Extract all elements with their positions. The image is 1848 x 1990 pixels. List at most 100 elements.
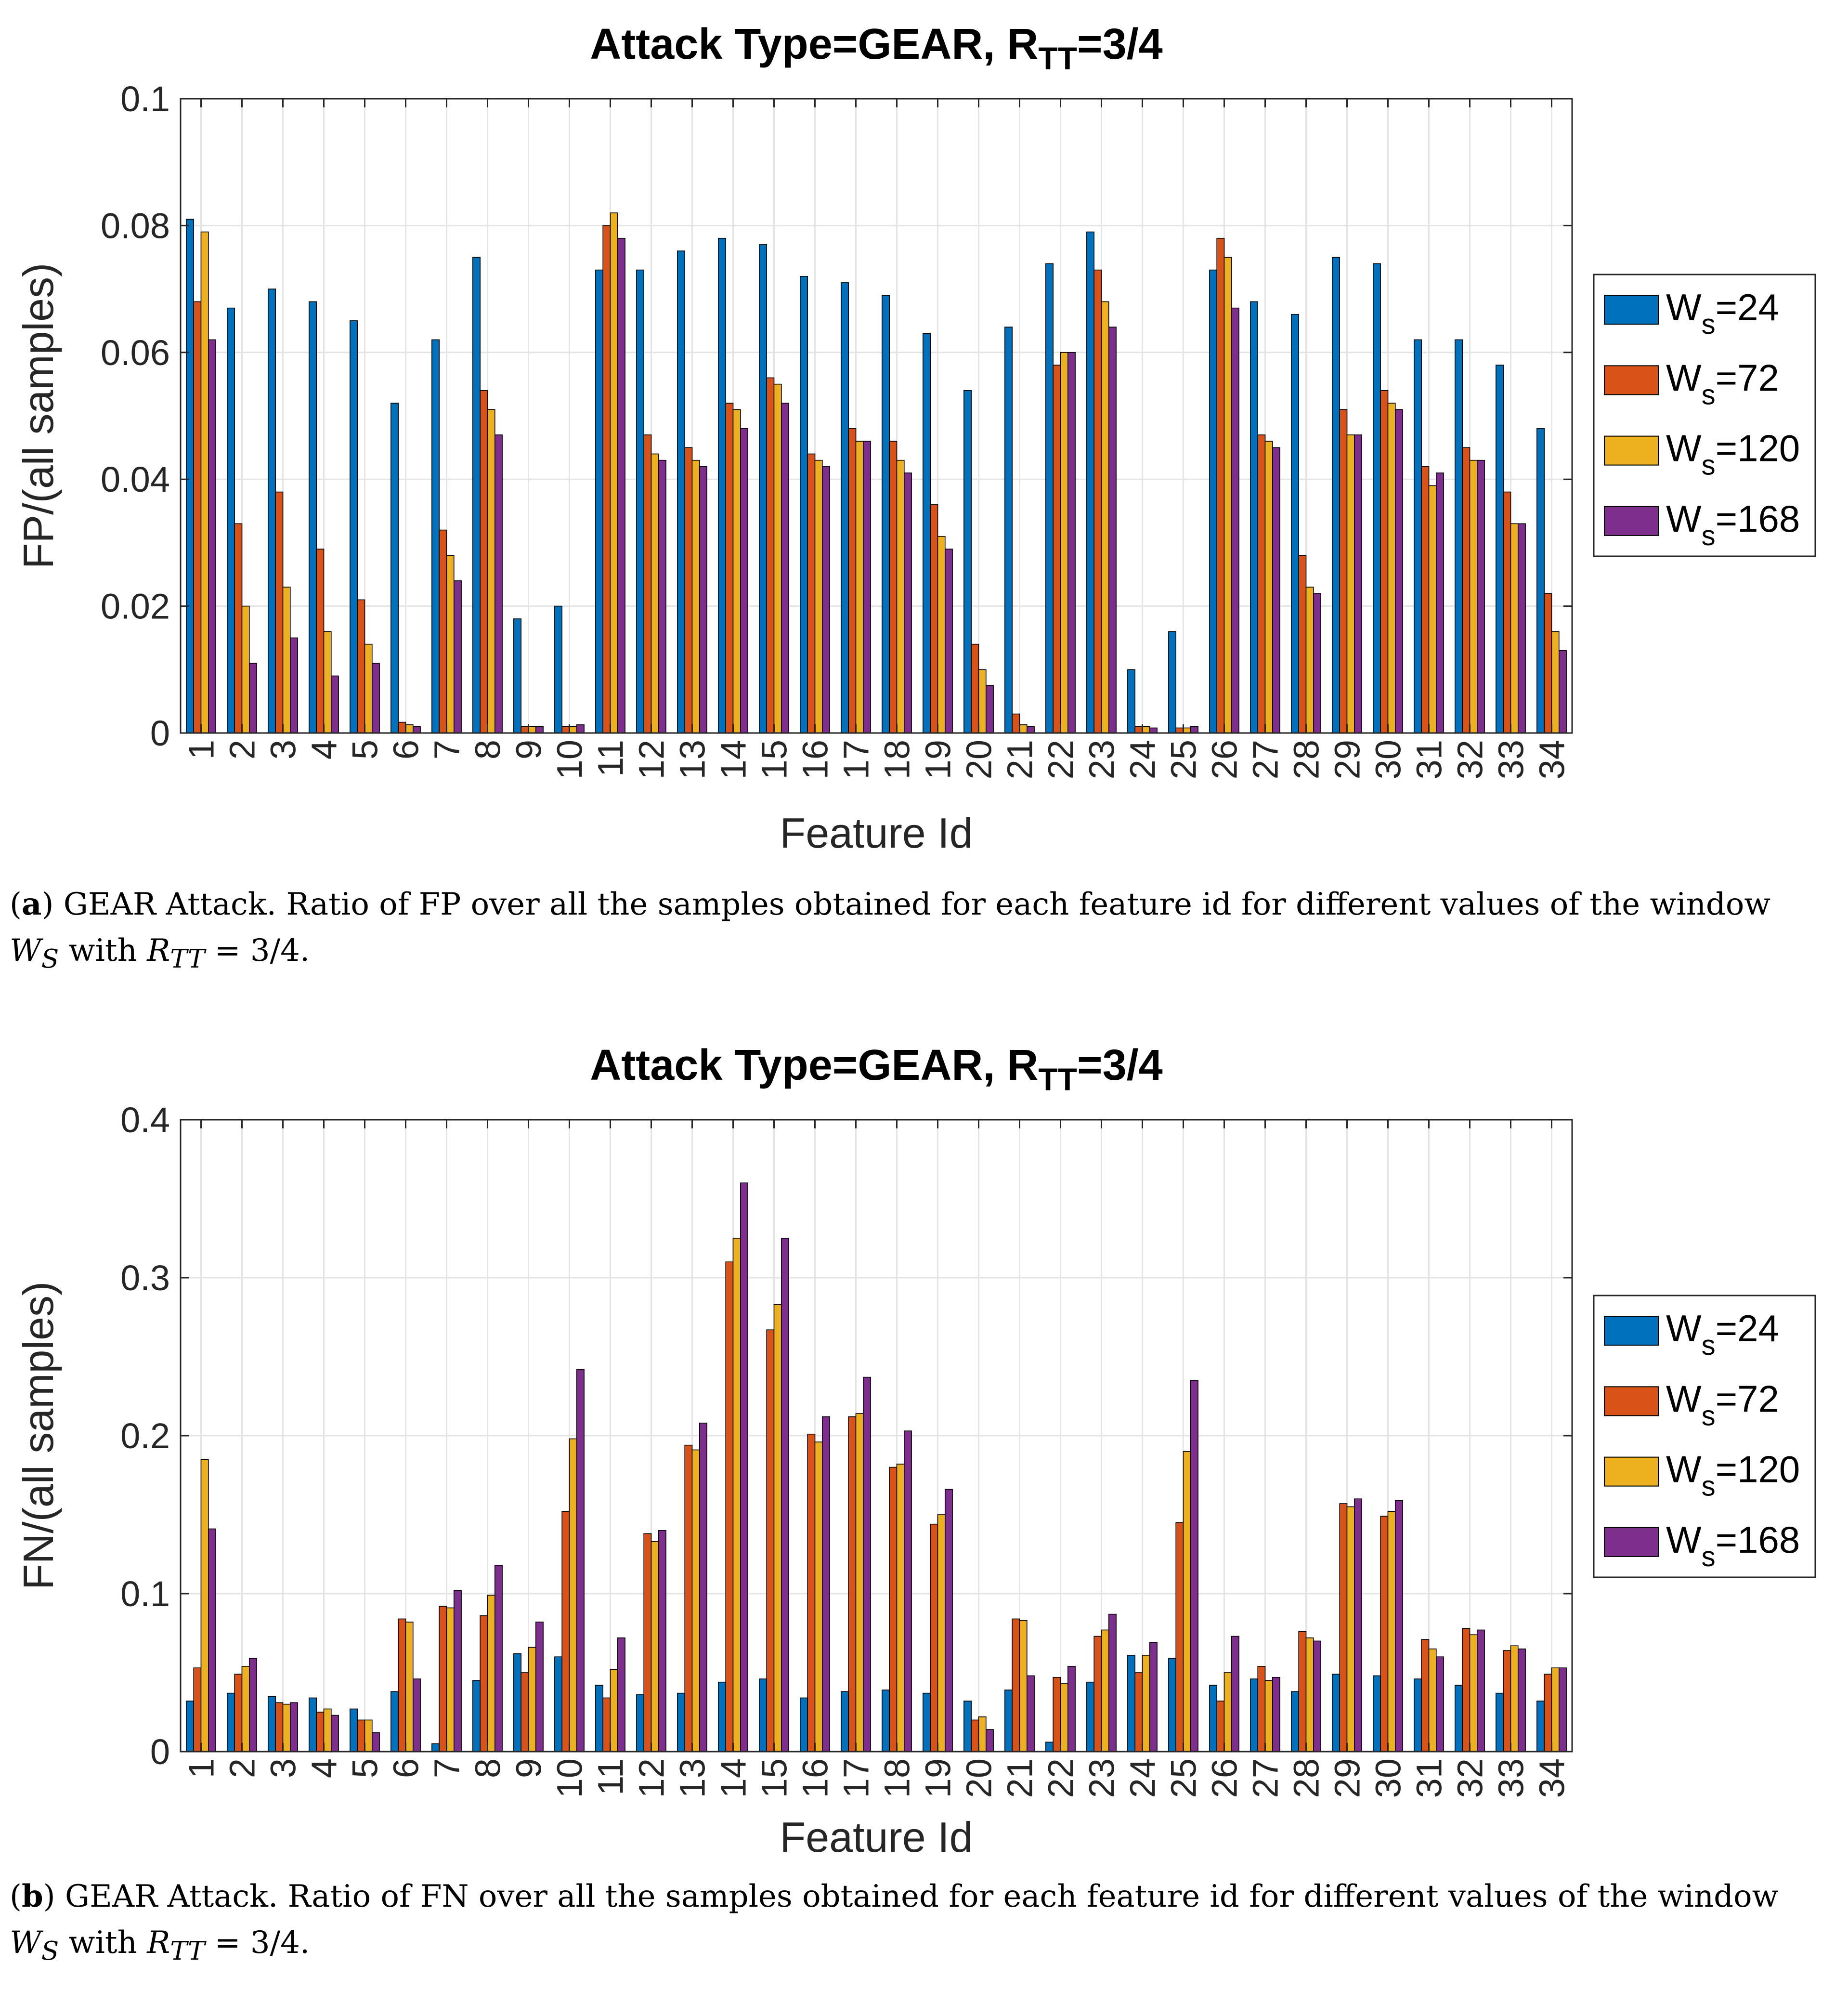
bar-fp-s3-f16 (814, 459, 823, 733)
bar-fn-s3-f33 (1510, 1645, 1519, 1752)
bar-fn-s3-f21 (1019, 1620, 1028, 1752)
bar-fn-s1-f21 (1004, 1689, 1013, 1752)
y-tick-label: 0.4 (120, 1100, 170, 1140)
bar-fn-s3-f23 (1101, 1629, 1109, 1752)
bar-fp-s3-f25 (1183, 727, 1191, 733)
x-tick-label: 25 (1164, 740, 1204, 779)
figure-panel-a: Attack Type=GEAR, RTT=3/4 0 0.02 0.04 0.06 0.… (10, 20, 1816, 974)
bar-fn-s4-f1 (208, 1528, 216, 1752)
bar-fn-s4-f7 (453, 1590, 462, 1752)
bar-fp-s3-f7 (446, 555, 455, 733)
x-tick-label: 4 (304, 740, 344, 759)
y-tick-label: 0 (150, 713, 170, 753)
bar-fp-s2-f29 (1339, 409, 1348, 733)
bar-fp-s1-f13 (677, 250, 686, 733)
bar-fp-s1-f14 (718, 237, 727, 733)
x-tick-label: 1 (182, 1758, 221, 1778)
bar-fn-s2-f31 (1421, 1639, 1430, 1752)
x-tick-label: 24 (1123, 740, 1163, 779)
bar-fp-s1-f24 (1127, 669, 1135, 733)
x-tick-label: 17 (836, 740, 876, 779)
bar-fp-s4-f23 (1108, 327, 1117, 733)
legend-label-rest: =72 (1716, 1377, 1779, 1420)
bar-fn-s3-f5 (364, 1719, 373, 1752)
chart-title-main: Attack Type=GEAR, R (590, 1041, 1038, 1089)
x-tick-label: 12 (632, 740, 672, 779)
bar-fn-s3-f13 (691, 1449, 700, 1752)
bar-fn-s3-f22 (1060, 1683, 1068, 1752)
legend-label-sub: s (1702, 1541, 1716, 1572)
bar-fp-s2-f12 (643, 434, 652, 733)
bar-fp-s2-f6 (398, 721, 406, 733)
bar-fp-s1-f22 (1045, 263, 1054, 733)
bar-fp-s3-f14 (732, 409, 741, 733)
x-axis-label: Feature Id (780, 1813, 973, 1861)
x-axis-label: Feature Id (780, 809, 973, 857)
bar-fn-s3-f2 (241, 1666, 250, 1752)
bar-fp-s4-f7 (453, 580, 462, 733)
bar-fn-s4-f29 (1354, 1498, 1362, 1752)
x-tick-label: 27 (1246, 740, 1286, 779)
bar-fp-s3-f23 (1101, 301, 1109, 733)
bar-fp-s3-f8 (487, 409, 495, 733)
bar-fn-s1-f32 (1455, 1685, 1463, 1752)
y-axis-label: FP/(all samples) (14, 263, 62, 569)
bar-fn-s2-f7 (439, 1606, 447, 1752)
bar-fp-s1-f2 (227, 307, 235, 733)
bar-fn-s4-f4 (330, 1715, 339, 1752)
caption-b-rtt-value: = 3/4. (205, 1925, 310, 1961)
bar-fp-s2-f31 (1421, 466, 1430, 733)
bar-fn-s2-f10 (561, 1511, 570, 1752)
x-tick-label: 8 (468, 740, 508, 759)
bar-fn-s2-f33 (1503, 1650, 1511, 1752)
bar-fp-s2-f19 (930, 504, 938, 733)
bar-fp-s3-f28 (1305, 587, 1314, 733)
bar-fn-s4-f33 (1518, 1649, 1526, 1752)
bar-fp-s4-f2 (248, 663, 257, 733)
legend-swatch-2 (1604, 365, 1659, 395)
legend-label-2: Ws=72 (1666, 1377, 1779, 1431)
bar-fp-s2-f34 (1544, 593, 1552, 733)
bar-fp-s4-f26 (1231, 307, 1239, 733)
bar-fp-s3-f33 (1510, 523, 1519, 733)
bar-fp-s3-f29 (1346, 434, 1355, 733)
caption-a-var: W (10, 933, 41, 969)
legend-label-1: Ws=24 (1666, 286, 1779, 340)
bar-fn-s1-f22 (1045, 1741, 1054, 1752)
fp-bar-chart: Attack Type=GEAR, RTT=3/4 0 0.02 0.04 0.06 0.… (14, 20, 1816, 857)
bar-fp-s4-f31 (1436, 472, 1444, 733)
bar-fn-s2-f17 (848, 1416, 857, 1752)
bar-fp-s2-f27 (1257, 434, 1266, 733)
x-tick-label: 17 (836, 1758, 876, 1798)
bar-fp-s2-f13 (684, 447, 693, 733)
caption-b-text: GEAR Attack. Ratio of FN over all the sa… (65, 1879, 1779, 1914)
bar-fn-s2-f16 (807, 1433, 816, 1752)
bar-fn-s2-f32 (1462, 1628, 1471, 1752)
x-tick-label: 33 (1491, 740, 1531, 779)
legend-label-base: W (1666, 1519, 1702, 1561)
bar-fn-s4-f30 (1395, 1500, 1403, 1752)
x-tick-label: 4 (304, 1758, 344, 1778)
bar-fp-s3-f30 (1387, 403, 1396, 733)
bar-fp-s4-f4 (330, 675, 339, 733)
x-tick-label: 24 (1123, 1758, 1163, 1798)
x-tick-label: 22 (1041, 740, 1081, 779)
bar-fp-s3-f12 (651, 453, 659, 733)
bar-fp-s1-f11 (595, 269, 604, 733)
legend-swatch-3 (1604, 435, 1659, 466)
x-tick-label: 10 (550, 740, 590, 779)
bar-fn-s3-f16 (814, 1441, 823, 1752)
bar-fp-s3-f10 (569, 726, 577, 733)
bar-fn-s4-f15 (781, 1238, 789, 1752)
bar-fp-s1-f23 (1086, 231, 1094, 733)
bar-fn-s2-f3 (275, 1702, 284, 1752)
bar-fn-s1-f17 (841, 1691, 849, 1752)
x-tick-label: 29 (1327, 1758, 1367, 1798)
bar-fn-s4-f3 (289, 1702, 298, 1752)
bar-fp-s1-f26 (1209, 269, 1217, 733)
bar-fp-s1-f33 (1496, 365, 1504, 733)
bar-fn-s4-f19 (945, 1489, 953, 1752)
bar-fn-s3-f14 (732, 1238, 741, 1752)
x-tick-label: 13 (673, 740, 713, 779)
bar-fp-s1-f9 (513, 618, 522, 733)
